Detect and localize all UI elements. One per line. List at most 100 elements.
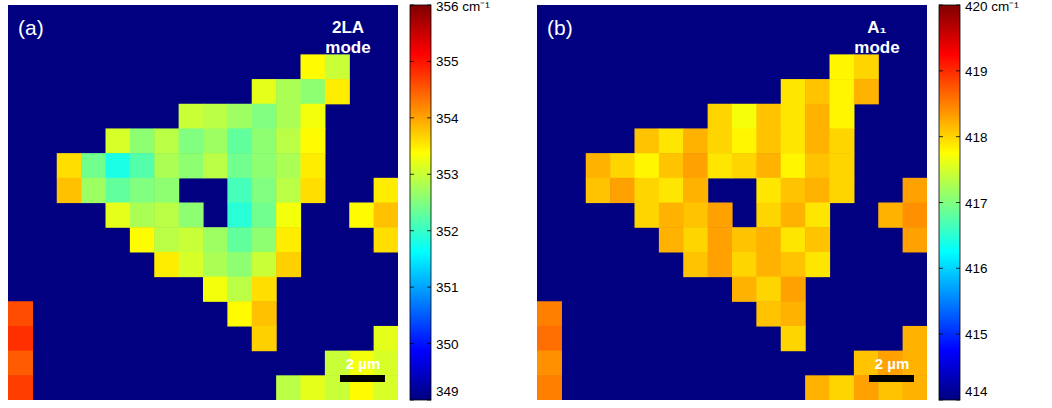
colorbar-tick-label: 349 <box>436 384 459 399</box>
cell <box>903 227 927 252</box>
cell <box>227 277 252 302</box>
colorbar-tick <box>956 202 960 203</box>
cell <box>830 178 855 203</box>
cell <box>683 203 708 228</box>
cell <box>635 128 660 153</box>
cell <box>781 301 806 326</box>
colorbar-tick <box>939 136 943 137</box>
cell <box>537 375 562 400</box>
colorbar-tick <box>956 268 960 269</box>
colorbar-tick <box>939 70 943 71</box>
colorbar-tick <box>956 400 960 401</box>
cell <box>683 153 708 178</box>
cell <box>781 178 806 203</box>
cell <box>154 153 179 178</box>
colorbar-tick <box>410 61 414 62</box>
cell <box>179 104 204 129</box>
cell <box>252 326 277 351</box>
colorbar-tick <box>427 287 431 288</box>
cell <box>130 203 155 228</box>
cell <box>732 128 757 153</box>
cell <box>325 79 350 104</box>
cell <box>683 178 708 203</box>
cell <box>732 153 757 178</box>
cell <box>732 277 757 302</box>
colorbar-tick <box>410 230 414 231</box>
colorbar-tick <box>939 334 943 335</box>
colorbar-tick <box>427 5 431 6</box>
cell <box>203 104 228 129</box>
cell <box>756 153 781 178</box>
colorbar-tick-label: 353 <box>436 167 459 182</box>
cell <box>854 54 879 79</box>
colorbar-tick-label: 414 <box>965 384 988 399</box>
cell <box>179 128 204 153</box>
cell <box>708 252 733 277</box>
cell <box>203 252 228 277</box>
cell <box>8 375 33 400</box>
cell <box>252 277 277 302</box>
cell <box>227 153 252 178</box>
cell <box>830 54 855 79</box>
colorbar-tick <box>956 70 960 71</box>
colorbar-tick-label: 417 <box>965 196 988 211</box>
colorbar-tick-label: 354 <box>436 111 459 126</box>
cell <box>659 153 684 178</box>
cell <box>227 178 252 203</box>
cell <box>805 375 830 400</box>
cell <box>203 128 228 153</box>
cell <box>227 301 252 326</box>
cells <box>537 54 927 400</box>
cell <box>708 128 733 153</box>
colorbar-tick <box>427 174 431 175</box>
colorbar-tick <box>939 400 943 401</box>
cell <box>276 227 301 252</box>
cell <box>179 227 204 252</box>
plot-background <box>8 5 398 400</box>
cell <box>374 203 398 228</box>
cell <box>610 153 635 178</box>
cell <box>154 203 179 228</box>
cell <box>154 227 179 252</box>
colorbar-tick <box>427 61 431 62</box>
cell <box>154 128 179 153</box>
cell <box>301 178 326 203</box>
scale-bar-label: 2 µm <box>346 355 381 372</box>
cell <box>635 178 660 203</box>
cell <box>130 128 155 153</box>
colorbar-tick <box>410 117 414 118</box>
cell <box>349 203 374 228</box>
cell <box>781 79 806 104</box>
cell <box>8 301 33 326</box>
cell <box>227 252 252 277</box>
cell <box>81 153 106 178</box>
title-line: mode <box>854 38 899 57</box>
title-line: mode <box>325 38 370 57</box>
cell <box>106 128 131 153</box>
cell <box>756 301 781 326</box>
colorbar-tick <box>427 230 431 231</box>
cell <box>276 153 301 178</box>
cell <box>227 203 252 228</box>
cell <box>830 153 855 178</box>
cell <box>227 128 252 153</box>
colorbar-tick-label: 351 <box>436 280 459 295</box>
colorbar-tick-label: 416 <box>965 261 988 276</box>
cell <box>756 277 781 302</box>
cell <box>805 153 830 178</box>
colorbar-tick-label: 352 <box>436 224 459 239</box>
cell <box>805 104 830 129</box>
colorbar-tick <box>939 202 943 203</box>
colorbar-tick <box>427 400 431 401</box>
cell <box>635 203 660 228</box>
cell <box>903 326 927 351</box>
cell <box>252 252 277 277</box>
cell <box>537 326 562 351</box>
cell <box>276 203 301 228</box>
colorbar-tick <box>427 117 431 118</box>
cell <box>106 153 131 178</box>
cell <box>301 54 326 79</box>
cell <box>708 227 733 252</box>
cell <box>374 227 398 252</box>
cell <box>537 351 562 376</box>
